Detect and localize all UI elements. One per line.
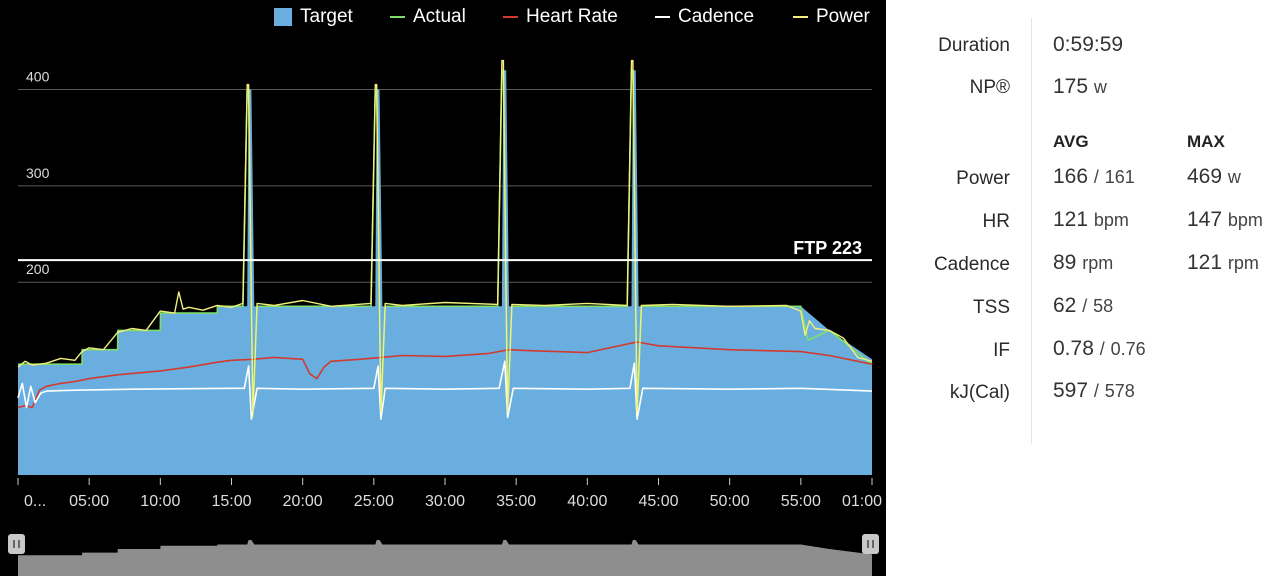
stat-tss: TSS 62 / 58 [973,294,1114,318]
overview-power-shape [18,540,872,576]
y-tick-label: 300 [26,165,50,181]
legend-power[interactable]: Power [793,6,870,28]
ftp-label: FTP 223 [793,238,862,258]
workout-chart-panel: 200 300 400 FTP 223 0... 05:00 10:00 15:00 20:… [8,6,883,576]
stat-cadence: Cadence 89 rpm 121 rpm [933,251,1259,275]
stat-kj: kJ(Cal) 597 / 578 [949,379,1135,403]
x-tick-label: 01:00 [842,493,882,510]
stats-divider [1031,18,1032,444]
stat-np: NP® 175 w [969,75,1107,98]
actual-line-icon [390,15,405,18]
x-tick-label: 50:00 [710,493,750,510]
x-tick-label: 40:00 [567,493,607,510]
target-swatch-icon [274,7,292,26]
range-handle-left[interactable] [8,534,25,554]
range-handle-right[interactable] [862,534,879,554]
x-tick-label: 55:00 [781,493,821,510]
legend-actual[interactable]: Actual [390,6,466,28]
cadence-line-icon [655,15,670,18]
heart-rate-line-icon [503,15,518,18]
stat-hr: HR 121 bpm 147 bpm [982,208,1263,232]
cadence-series-line [17,360,873,420]
stats-panel: Duration 0:59:59 NP® 175 w AVG MAX Power… [886,0,1280,576]
power-line-icon [793,15,808,18]
power-series-line [17,59,873,414]
x-tick-label: 30:00 [425,493,465,510]
x-tick-label: 10:00 [140,493,180,510]
x-tick-label: 35:00 [496,493,536,510]
stat-duration: Duration 0:59:59 [938,33,1124,56]
legend-cadence[interactable]: Cadence [655,6,754,28]
y-tick-label: 400 [26,68,50,84]
x-tick-label: 0... [24,493,46,510]
stat-if: IF 0.78 / 0.76 [993,337,1146,361]
x-tick-label: 15:00 [211,493,251,510]
workout-chart: 200 300 400 FTP 223 0... 05:00 10:00 15:00 20:… [8,59,882,576]
y-tick-label: 200 [26,261,50,277]
x-tick-label: 45:00 [638,493,678,510]
stat-power: Power 166 / 161 469 w [956,165,1241,189]
max-header: MAX [1187,132,1225,151]
avg-header: AVG [1053,132,1089,151]
x-tick-label: 20:00 [283,493,323,510]
x-tick-label: 25:00 [354,493,394,510]
legend-target[interactable]: Target [274,6,353,28]
heart-rate-series-line [17,341,873,409]
target-area [18,70,872,475]
x-tick-label: 05:00 [69,493,109,510]
legend-heart-rate[interactable]: Heart Rate [503,6,618,28]
